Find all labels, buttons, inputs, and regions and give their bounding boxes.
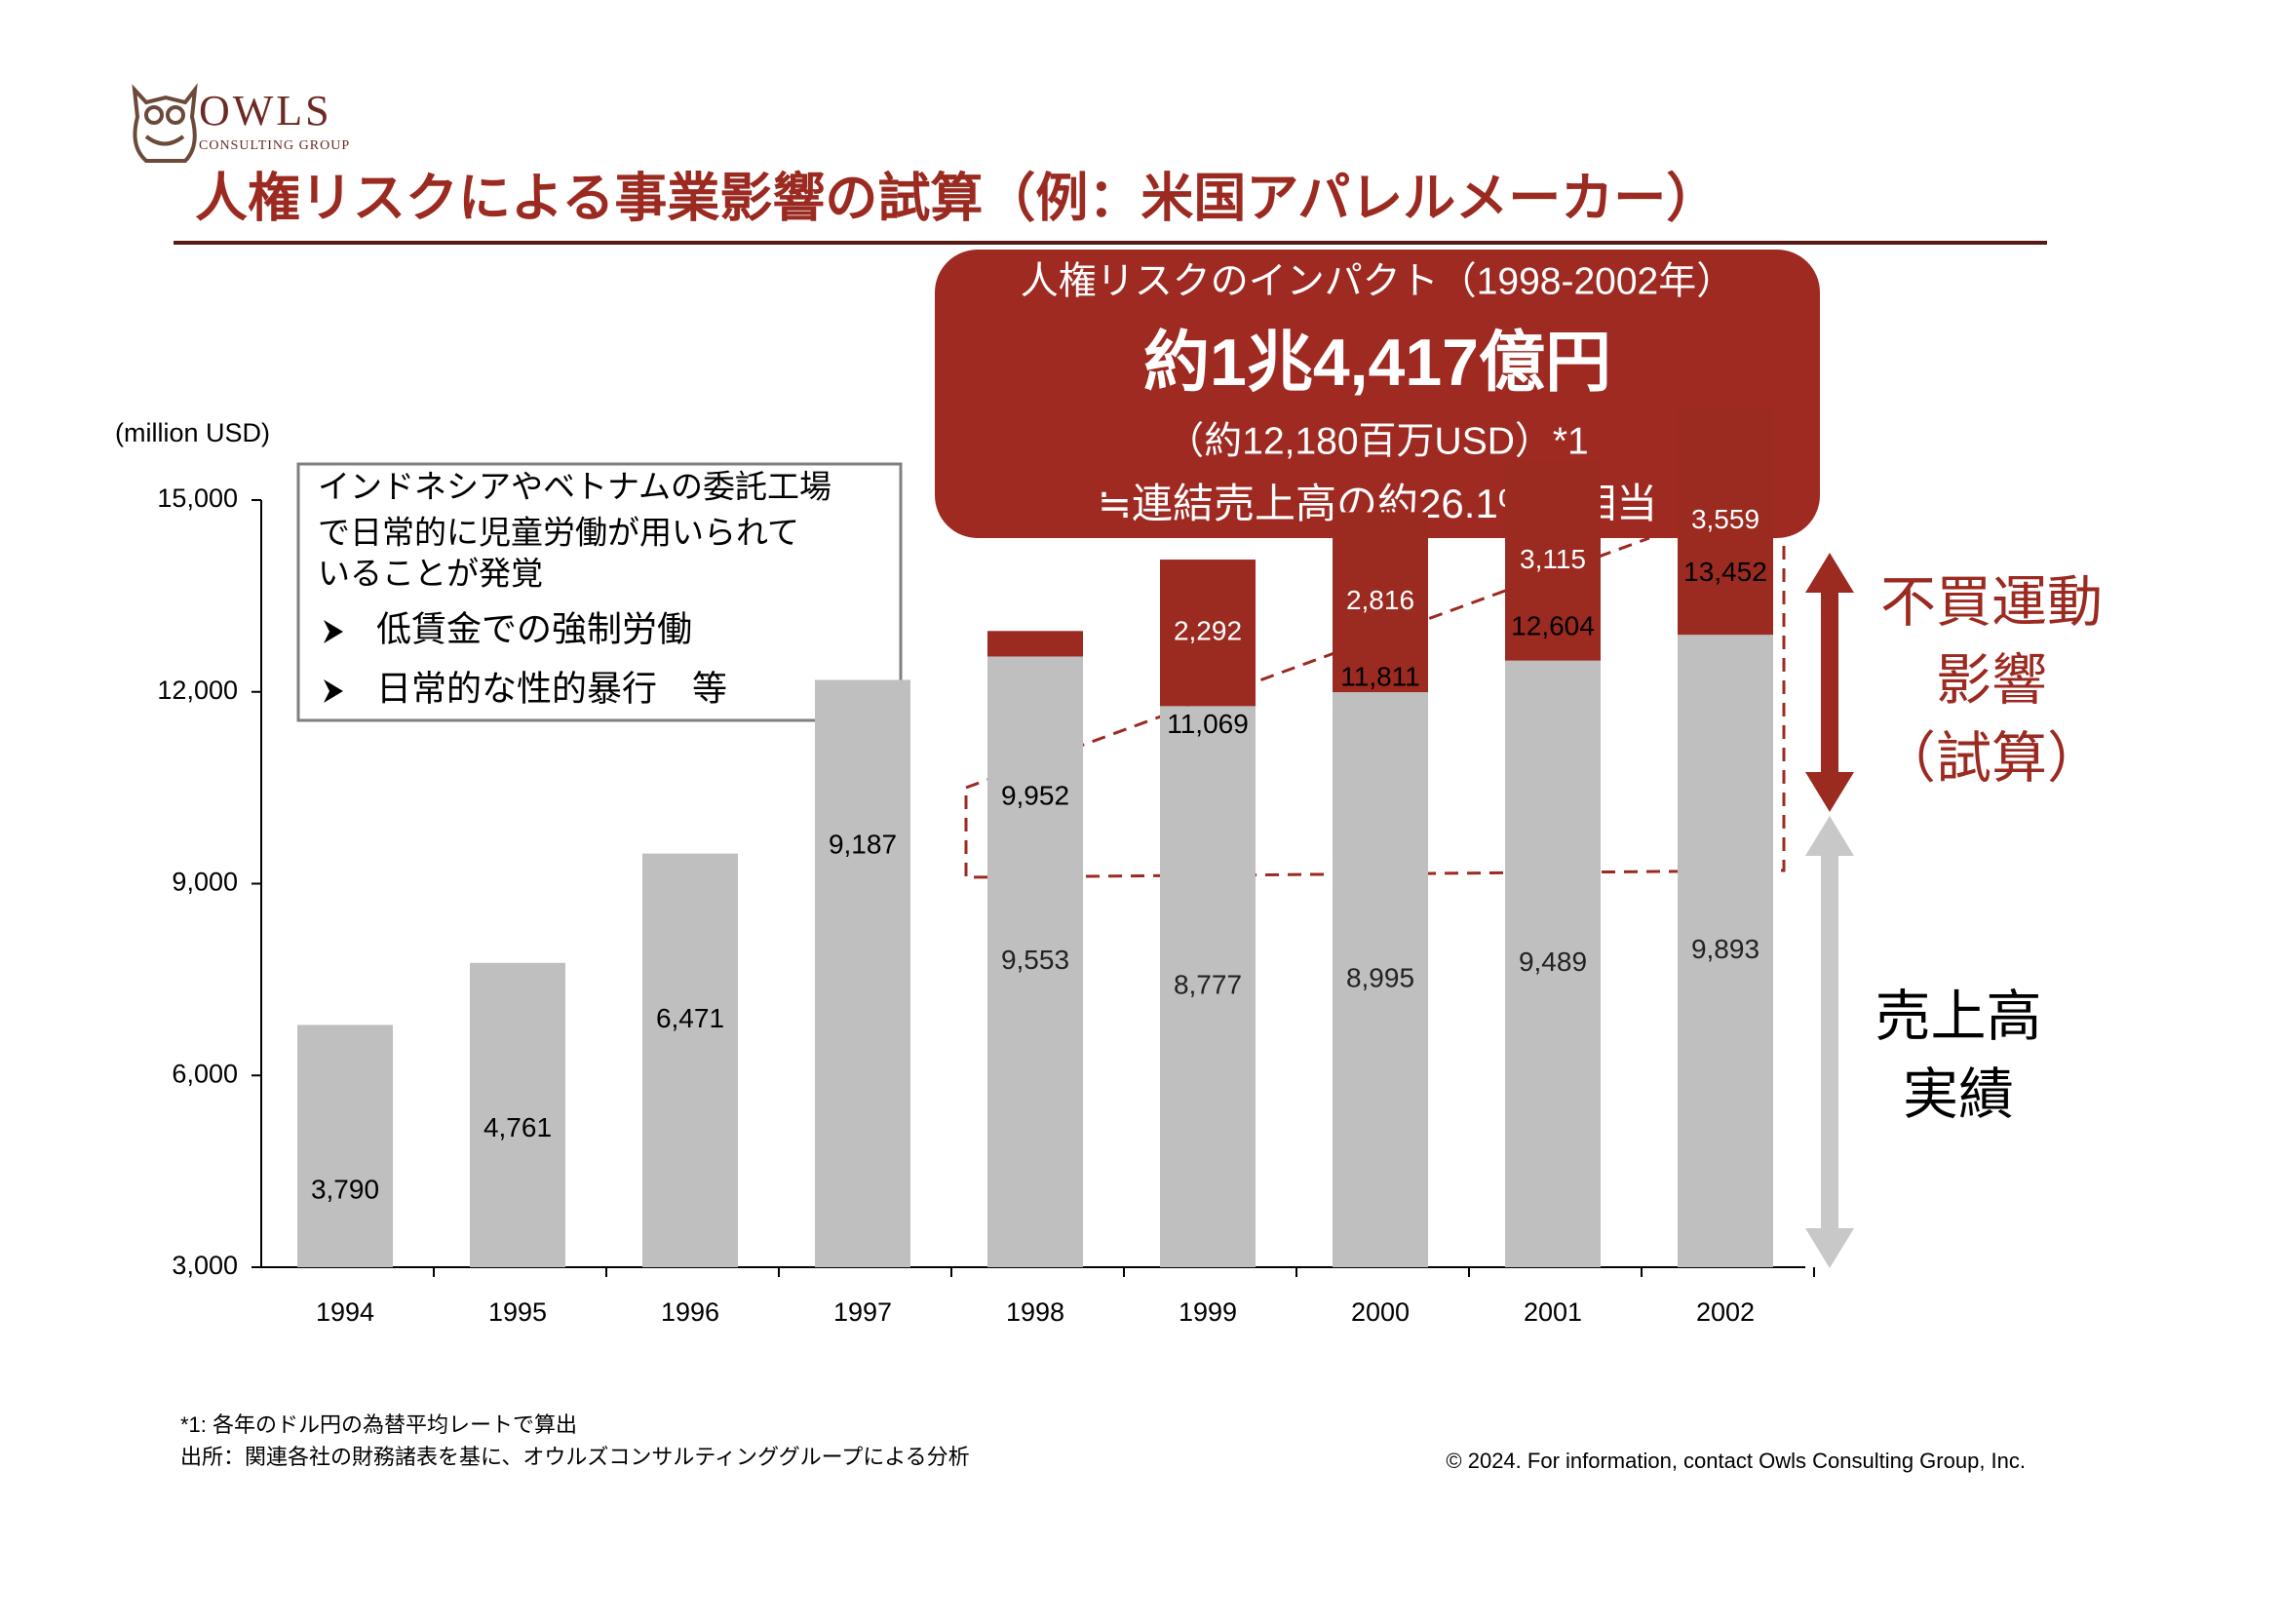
impact-usd: （約12,180百万USD）*1 bbox=[1166, 420, 1589, 462]
bullet bbox=[324, 679, 343, 703]
callout-item: 低賃金での強制労働 bbox=[376, 609, 692, 649]
chart-title: 人権リスクによる事業影響の試算（例：米国アパレルメーカー） bbox=[195, 169, 1719, 227]
logo-icon bbox=[132, 83, 198, 163]
value-label: 8,995 bbox=[1346, 962, 1414, 992]
x-tick-label: 1994 bbox=[316, 1297, 374, 1327]
total-label: 9,187 bbox=[829, 830, 897, 860]
bar-segment bbox=[1505, 660, 1601, 1267]
bar-segment bbox=[1333, 512, 1428, 693]
value-label: 2,816 bbox=[1346, 585, 1414, 615]
y-tick-label: 6,000 bbox=[172, 1059, 238, 1088]
bar-segment bbox=[642, 853, 738, 1267]
total-label: 11,069 bbox=[1167, 709, 1249, 739]
sales-arrow bbox=[1805, 816, 1854, 1268]
bar-segment bbox=[470, 962, 565, 1267]
callout-item: 日常的な性的暴行 等 bbox=[376, 669, 727, 709]
total-label: 13,452 bbox=[1683, 557, 1767, 587]
logo-subtitle: CONSULTING GROUP bbox=[199, 138, 350, 153]
impact-amount: 約1兆4,417億円 bbox=[1143, 326, 1611, 400]
bar-segment bbox=[987, 656, 1083, 1267]
callout-line: いることが発覚 bbox=[318, 556, 543, 592]
y-tick-label: 3,000 bbox=[172, 1251, 238, 1280]
callout-box bbox=[296, 462, 903, 722]
callout-line: インドネシアやベトナムの委託工場 bbox=[318, 469, 831, 505]
footnote: *1: 各年のドル円の為替平均レートで算出 bbox=[180, 1412, 577, 1437]
bar-segment bbox=[1678, 406, 1773, 636]
value-label: 9,553 bbox=[1001, 945, 1069, 975]
x-tick-label: 2002 bbox=[1696, 1297, 1755, 1327]
bar-segment bbox=[987, 631, 1083, 657]
y-axis-label: (million USD) bbox=[115, 418, 270, 447]
y-tick-label: 15,000 bbox=[157, 483, 238, 513]
bar-segment bbox=[1160, 706, 1256, 1267]
value-label: 9,489 bbox=[1519, 947, 1587, 977]
value-label: 3,115 bbox=[1520, 544, 1586, 574]
x-tick-label: 2000 bbox=[1351, 1297, 1410, 1327]
bullet bbox=[324, 620, 343, 643]
bar-segment bbox=[297, 1025, 393, 1267]
total-label: 6,471 bbox=[656, 1003, 724, 1033]
total-label: 4,761 bbox=[483, 1112, 552, 1142]
x-tick-label: 1997 bbox=[833, 1297, 892, 1327]
copyright: © 2024. For information, contact Owls Co… bbox=[1446, 1449, 2026, 1473]
x-tick-label: 1999 bbox=[1179, 1297, 1237, 1327]
total-label: 9,952 bbox=[1001, 780, 1069, 810]
bar-segment bbox=[1678, 635, 1773, 1267]
value-label: 8,777 bbox=[1174, 970, 1242, 1000]
x-tick-label: 1995 bbox=[488, 1297, 547, 1327]
legend-entry: 売上高 実績 bbox=[1875, 986, 2042, 1126]
legend-entry: 不買運動 影響 （試算） bbox=[1880, 571, 2103, 790]
bar-segment bbox=[815, 679, 910, 1267]
footnote: 出所：関連各社の財務諸表を基に、オウルズコンサルティンググループによる分析 bbox=[180, 1445, 970, 1469]
y-tick-label: 12,000 bbox=[157, 676, 238, 705]
logo-name: OWLS bbox=[199, 87, 332, 135]
bar-segment bbox=[1333, 692, 1428, 1267]
impact-heading: 人権リスクのインパクト（1998-2002年） bbox=[1021, 260, 1735, 302]
callout-line: で日常的に児童労働が用いられて bbox=[318, 515, 799, 551]
bar-segment bbox=[1160, 560, 1256, 707]
value-label: 2,292 bbox=[1174, 616, 1242, 646]
impact-arrow bbox=[1805, 553, 1854, 812]
total-label: 11,811 bbox=[1340, 662, 1419, 692]
x-tick-label: 1996 bbox=[661, 1297, 719, 1327]
y-tick-label: 9,000 bbox=[172, 868, 238, 897]
value-label: 9,893 bbox=[1691, 934, 1759, 964]
total-label: 12,604 bbox=[1511, 611, 1595, 641]
x-tick-label: 2001 bbox=[1524, 1297, 1582, 1327]
total-label: 3,790 bbox=[311, 1175, 379, 1205]
value-label: 3,559 bbox=[1691, 504, 1759, 534]
x-tick-label: 1998 bbox=[1006, 1297, 1064, 1327]
bar-segment bbox=[1505, 461, 1601, 661]
